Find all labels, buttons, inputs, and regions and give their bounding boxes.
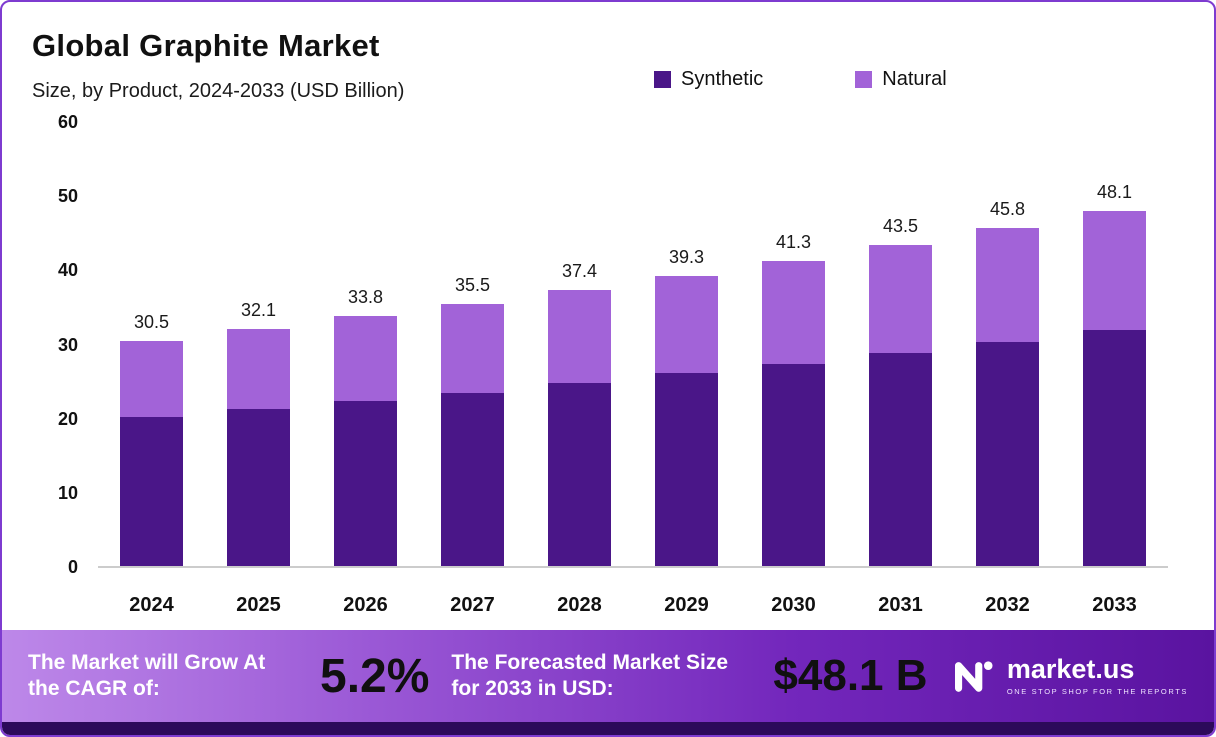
plot-area: 30.5 32.1 33.8 35.5 37.4 39.3 41.3 43.5 45.8 48.1 [98, 123, 1168, 568]
chart-area: 0 10 20 30 40 50 60 30.5 32.1 33.8 35.5 37.4 39.3 41… [32, 112, 1172, 630]
bar-column: 39.3 [633, 123, 740, 566]
forecast-label: The Forecasted Market Size for 2033 in U… [451, 650, 729, 700]
bar-total-label: 35.5 [454, 274, 491, 295]
brand-texts: market.us ONE STOP SHOP FOR THE REPORTS [1006, 654, 1188, 697]
y-axis: 0 10 20 30 40 50 60 [32, 112, 84, 577]
x-axis-label: 2032 [985, 594, 1030, 616]
legend-item-synthetic: Synthetic [654, 68, 763, 91]
bar-total-label: 37.4 [561, 260, 598, 281]
legend-label: Natural [882, 68, 947, 90]
bar-segment-synthetic [120, 416, 183, 566]
bar-total-label: 39.3 [668, 246, 705, 267]
x-axis-label: 2030 [771, 594, 816, 616]
x-axis-label: 2025 [236, 594, 281, 616]
x-axis-label: 2027 [450, 594, 495, 616]
bar-total-label: 43.5 [882, 215, 919, 236]
y-tick-label: 20 [57, 408, 78, 429]
legend-item-natural: Natural [855, 68, 947, 91]
bar-total-label: 33.8 [347, 287, 384, 308]
cagr-label: The Market will Grow At the CAGR of: [28, 650, 266, 700]
bottom-strip [2, 722, 1214, 735]
bar-segment-natural [1083, 210, 1146, 330]
bar-column: 33.8 [312, 123, 419, 566]
bar-segment-synthetic [869, 352, 932, 566]
brand-logo: market.us ONE STOP SHOP FOR THE REPORTS [951, 655, 1188, 698]
bar-segment-natural [334, 316, 397, 401]
bar-segment-synthetic [1083, 329, 1146, 566]
bars: 30.5 32.1 33.8 35.5 37.4 39.3 41.3 43.5 45.8 48.1 [98, 123, 1168, 566]
brand-name: market.us [1006, 654, 1135, 684]
bar-segment-natural [548, 289, 611, 383]
y-tick-label: 60 [57, 112, 78, 132]
bar-total-label: 32.1 [240, 300, 277, 321]
bar-segment-synthetic [548, 382, 611, 566]
bar-segment-synthetic [334, 400, 397, 566]
bar-segment-synthetic [976, 341, 1039, 566]
bar-segment-synthetic [762, 363, 825, 566]
bar-column: 41.3 [740, 123, 847, 566]
bar-column: 32.1 [205, 123, 312, 566]
bar-total-label: 41.3 [775, 232, 812, 253]
bar-segment-natural [762, 261, 825, 364]
bar-column: 45.8 [954, 123, 1061, 566]
x-axis-label: 2029 [664, 594, 709, 616]
legend-swatch-synthetic [654, 71, 671, 88]
y-tick-label: 30 [57, 334, 78, 355]
page-title: Global Graphite Market [32, 28, 380, 63]
bar-segment-natural [976, 227, 1039, 342]
x-axis-label: 2026 [343, 594, 388, 616]
x-axis-label: 2024 [129, 594, 174, 616]
bar-column: 43.5 [847, 123, 954, 566]
bar-segment-natural [441, 303, 504, 393]
bar-column: 48.1 [1061, 123, 1168, 566]
y-tick-label: 50 [57, 186, 78, 207]
chart-header: Global Graphite Market Size, by Product,… [2, 2, 1214, 103]
y-tick-label: 10 [57, 482, 78, 503]
bar-total-label: 30.5 [133, 311, 170, 332]
bar-total-label: 45.8 [989, 198, 1026, 219]
bar-total-label: 48.1 [1096, 181, 1133, 202]
cagr-banner: The Market will Grow At the CAGR of: 5.2… [2, 630, 1214, 722]
bar-segment-synthetic [227, 409, 290, 566]
page-subtitle: Size, by Product, 2024-2033 (USD Billion… [32, 80, 405, 102]
bar-column: 30.5 [98, 123, 205, 566]
bar-segment-synthetic [655, 373, 718, 566]
legend-swatch-natural [855, 71, 873, 88]
bar-segment-natural [120, 340, 183, 417]
bar-segment-synthetic [441, 392, 504, 566]
brand-tagline: ONE STOP SHOP FOR THE REPORTS [1006, 687, 1188, 696]
y-tick-label: 40 [57, 260, 78, 281]
legend-label: Synthetic [681, 68, 764, 90]
x-axis-label: 2028 [557, 594, 602, 616]
x-axis-label: 2033 [1092, 594, 1137, 616]
forecast-value: $48.1 B [773, 651, 928, 700]
bar-column: 35.5 [419, 123, 526, 566]
x-axis-label: 2031 [878, 594, 923, 616]
bar-column: 37.4 [526, 123, 633, 566]
bar-segment-natural [227, 329, 290, 410]
bar-segment-natural [869, 244, 932, 353]
cagr-value: 5.2% [320, 649, 430, 703]
legend: Synthetic Natural [654, 68, 947, 91]
y-tick-label: 0 [67, 557, 78, 577]
bar-segment-natural [655, 275, 718, 374]
market-us-logo-icon [951, 655, 997, 698]
x-axis-labels: 2024 2025 2026 2027 2028 2029 2030 2031 2032 2033 [98, 578, 1168, 630]
